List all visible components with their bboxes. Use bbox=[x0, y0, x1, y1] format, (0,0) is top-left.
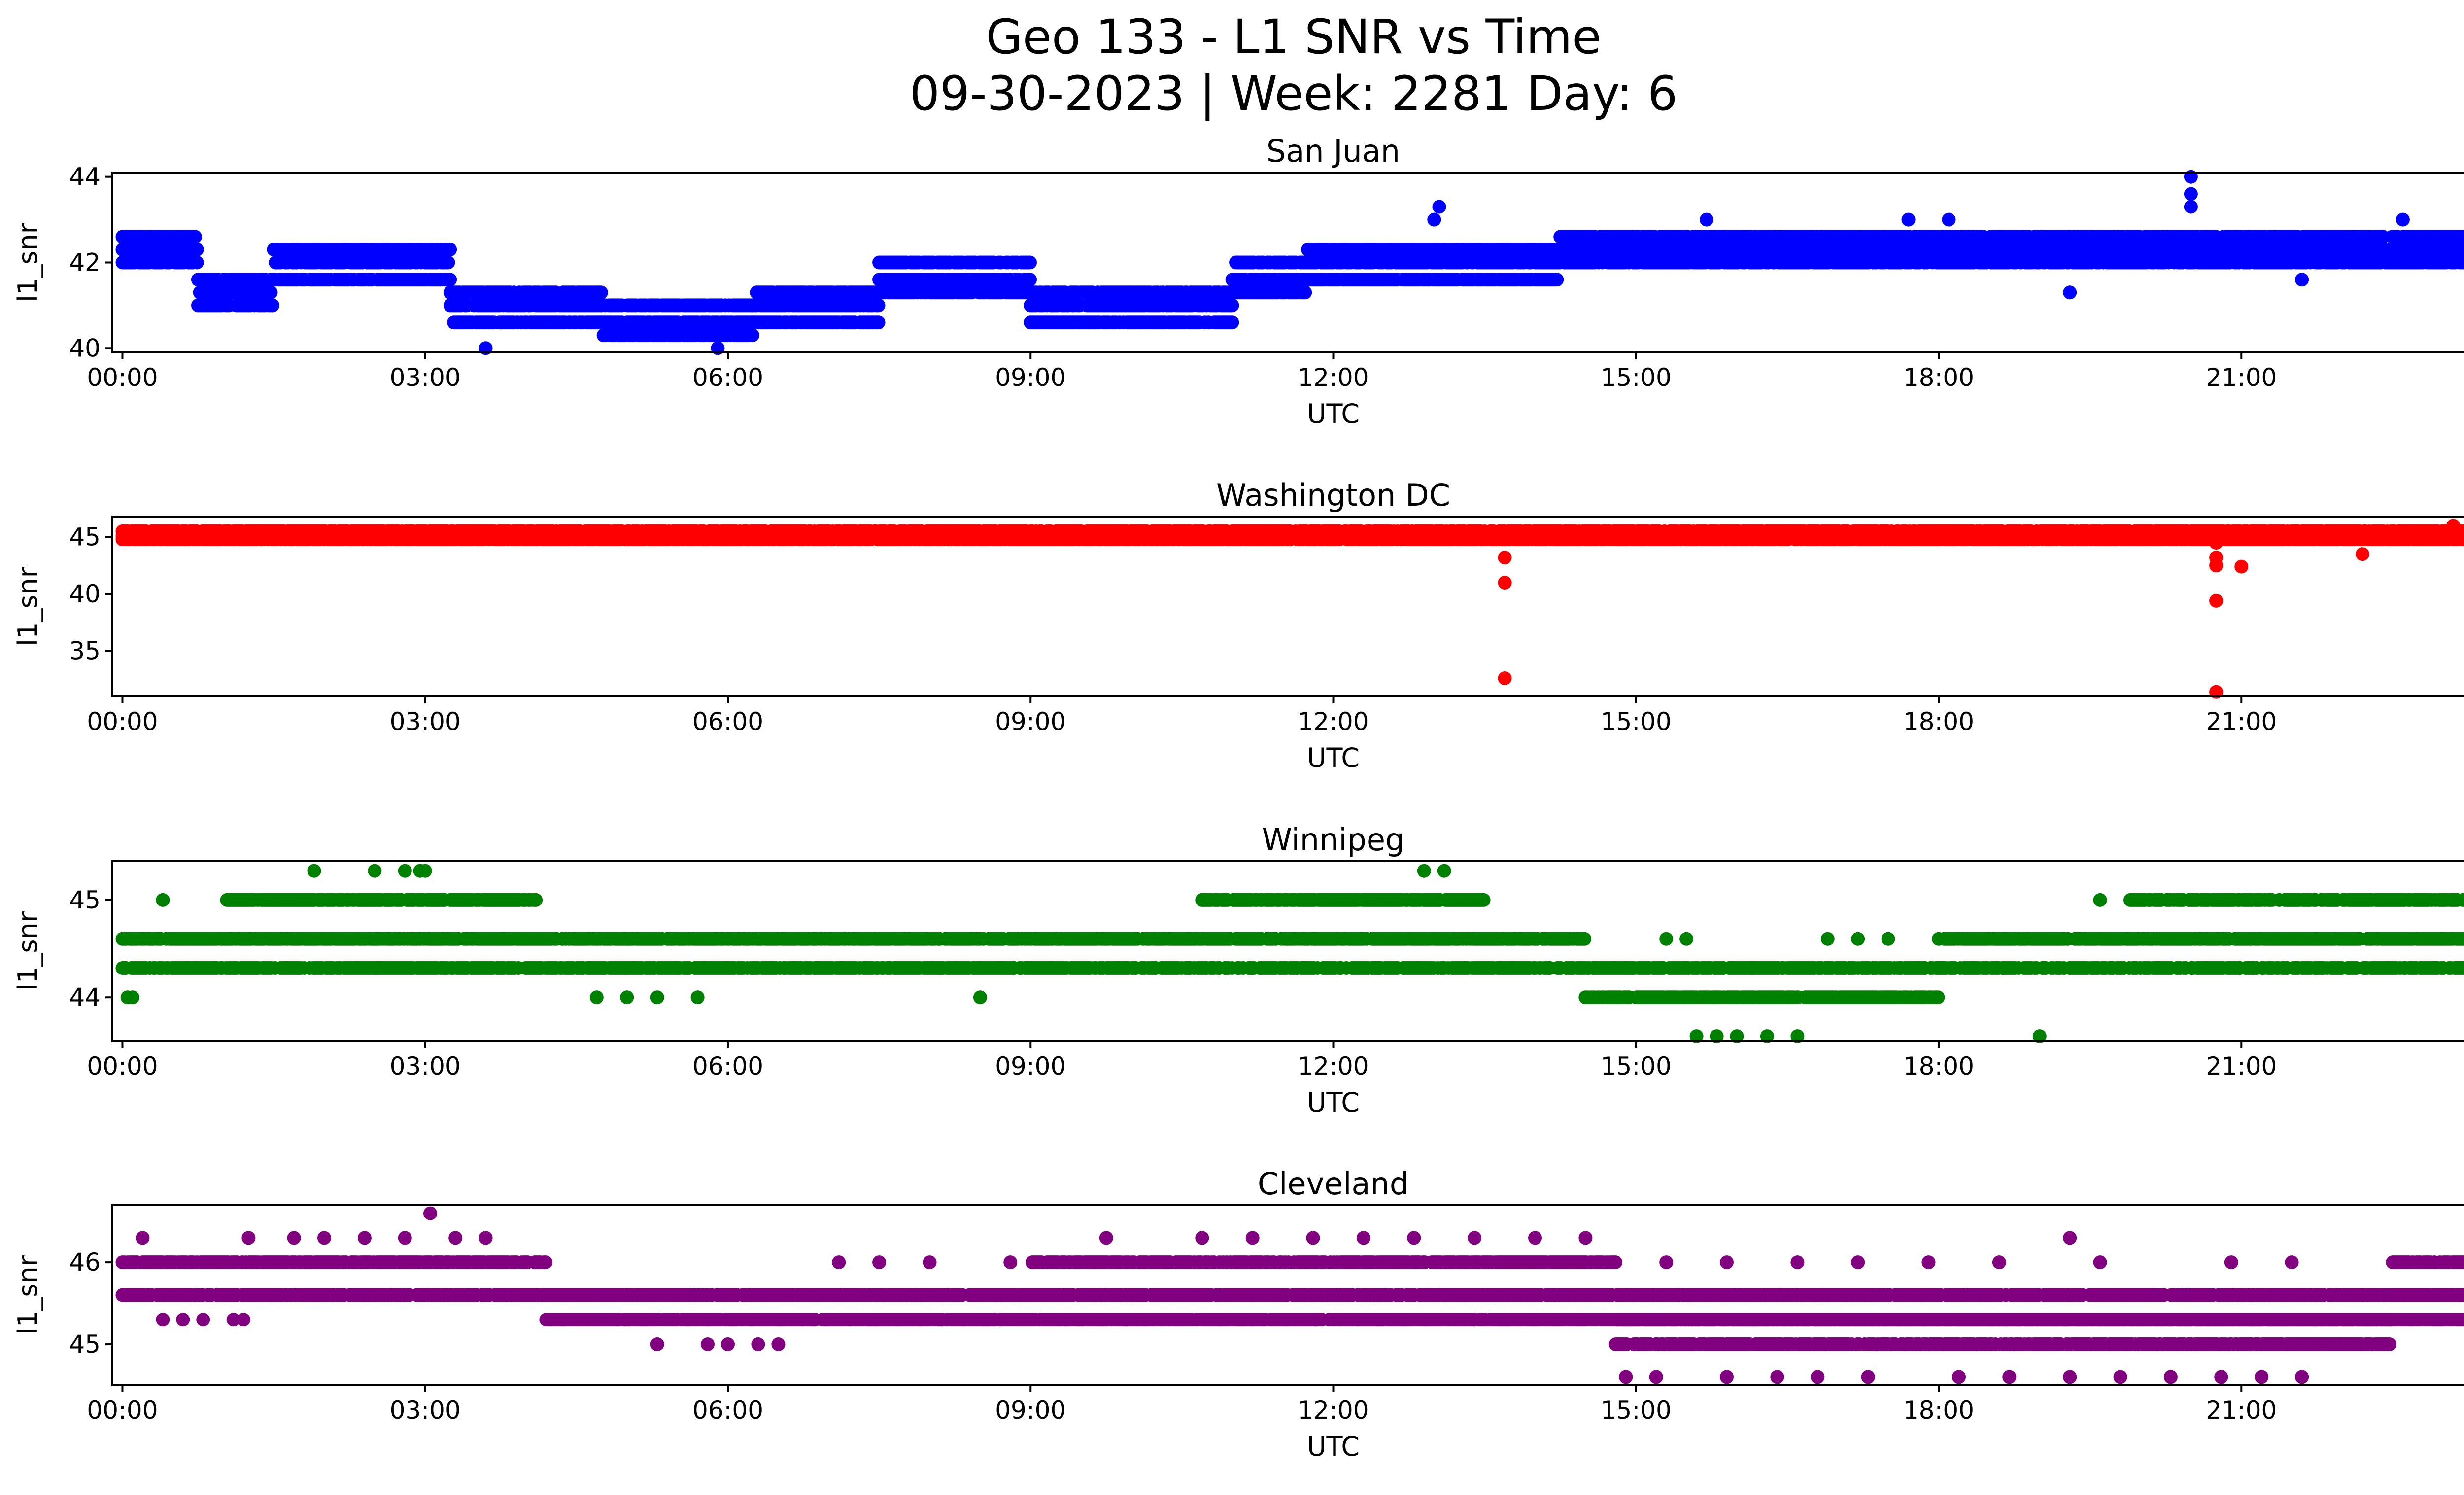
points-washington-dc bbox=[115, 519, 2464, 699]
point-san-juan-454 bbox=[441, 255, 455, 270]
points-san-juan bbox=[115, 170, 2464, 355]
xtick-label-san-juan-6: 18:00 bbox=[1903, 363, 1974, 392]
point-san-juan-456 bbox=[443, 273, 457, 287]
point-san-juan-3467 bbox=[2295, 273, 2309, 287]
figure-title-line2: 09-30-2023 | Week: 2281 Day: 6 bbox=[910, 66, 1678, 122]
point-san-juan-1074 bbox=[871, 315, 886, 330]
ytick-label-san-juan-1: 42 bbox=[69, 248, 101, 277]
xtick-label-san-juan-2: 06:00 bbox=[692, 363, 763, 392]
point-san-juan-3463 bbox=[2184, 200, 2198, 214]
xtick-label-san-juan-1: 03:00 bbox=[390, 363, 461, 392]
point-san-juan-1580 bbox=[1225, 315, 1239, 330]
point-san-juan-1293 bbox=[1023, 255, 1037, 270]
point-san-juan-3460 bbox=[1942, 212, 1956, 227]
point-san-juan-3457 bbox=[1427, 212, 1441, 227]
xtick-label-san-juan-4: 12:00 bbox=[1298, 363, 1369, 392]
point-san-juan-3458 bbox=[1700, 212, 1714, 227]
point-san-juan-457 bbox=[443, 243, 457, 257]
ytick-label-san-juan-0: 40 bbox=[69, 334, 101, 362]
point-san-juan-672 bbox=[594, 285, 608, 300]
point-san-juan-2053 bbox=[1550, 273, 1564, 287]
point-san-juan-3462 bbox=[2184, 187, 2198, 201]
ytick-label-san-juan-2: 44 bbox=[69, 163, 101, 191]
point-san-juan-1687 bbox=[1298, 285, 1312, 300]
xlabel-san-juan: UTC bbox=[1307, 398, 1360, 429]
xtick-label-san-juan-3: 09:00 bbox=[995, 363, 1066, 392]
point-san-juan-212 bbox=[266, 298, 280, 313]
panel-san-juan: San Juan 00:00 03:00 06:00 09:00 12:00 15:00 18… bbox=[12, 133, 2464, 429]
point-san-juan-1075 bbox=[871, 298, 886, 313]
point-san-juan-3456 bbox=[1432, 200, 1446, 214]
xtick-label-san-juan-5: 15:00 bbox=[1601, 363, 1672, 392]
subplots: San Juan 00:00 03:00 06:00 09:00 12:00 15:00 18… bbox=[12, 133, 2464, 1462]
point-san-juan-3466 bbox=[2063, 285, 2077, 300]
point-san-juan-106 bbox=[188, 230, 202, 244]
point-san-juan-210 bbox=[264, 285, 278, 300]
point-san-juan-885 bbox=[745, 328, 759, 343]
panel-title-san-juan: San Juan bbox=[1266, 133, 1400, 169]
point-san-juan-108 bbox=[190, 243, 204, 257]
ylabel-san-juan: l1_snr bbox=[12, 222, 43, 302]
point-san-juan-1292 bbox=[1023, 273, 1037, 287]
point-san-juan-3464 bbox=[2396, 212, 2410, 227]
point-san-juan-1581 bbox=[1225, 298, 1239, 313]
point-san-juan-107 bbox=[190, 255, 204, 270]
figure-title-line1: Geo 133 - L1 SNR vs Time bbox=[986, 9, 1602, 65]
xtick-label-san-juan-7: 21:00 bbox=[2206, 363, 2277, 392]
point-san-juan-3459 bbox=[1901, 212, 1916, 227]
xtick-label-san-juan-0: 00:00 bbox=[87, 363, 158, 392]
panel-title-washington-dc: Washington DC bbox=[1216, 477, 1450, 513]
